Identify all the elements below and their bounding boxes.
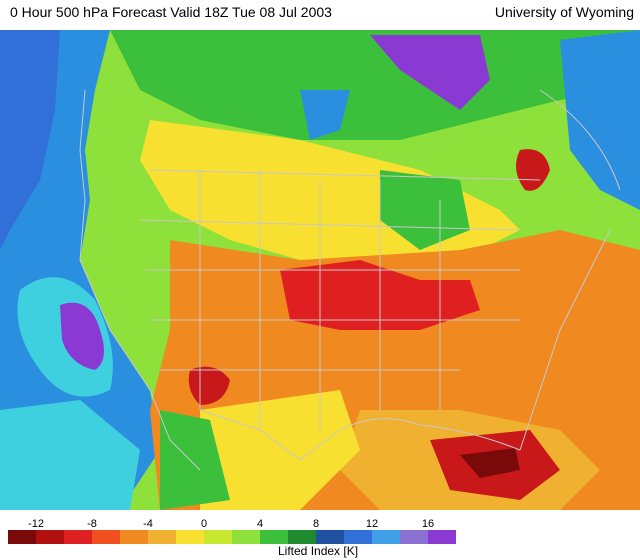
- overlay-boundaries: [79, 89, 621, 471]
- legend-swatch: [344, 530, 372, 544]
- field-canada-green: [110, 30, 640, 140]
- legend-swatch: [176, 530, 204, 544]
- state-line-1: [139, 219, 521, 231]
- field-atlantic-blue: [560, 30, 640, 210]
- west-coastline: [79, 89, 201, 471]
- east-coastline: [519, 229, 611, 451]
- legend-swatch: [92, 530, 120, 544]
- legend-tick-label: -12: [28, 518, 44, 530]
- legend-swatch: [400, 530, 428, 544]
- field-canada-high: [370, 35, 490, 110]
- field-mexico-green: [160, 410, 230, 510]
- legend-swatch: [372, 530, 400, 544]
- field-pacific-strong: [60, 302, 104, 370]
- legend-swatch: [428, 530, 456, 544]
- legend-label: Lifted Index [K]: [278, 544, 359, 558]
- legend-swatch: [204, 530, 232, 544]
- legend-color-bar: [8, 530, 456, 544]
- legend-tick-label: -8: [87, 518, 97, 530]
- legend-swatch: [120, 530, 148, 544]
- field-gulf-core: [460, 448, 520, 478]
- canada-east-coast: [539, 89, 621, 191]
- legend-tick-label: 4: [256, 518, 264, 530]
- legend-tick-label: 0: [200, 518, 208, 530]
- legend-swatch: [260, 530, 288, 544]
- header-bar: 0 Hour 500 hPa Forecast Valid 18Z Tue 08…: [0, 0, 640, 30]
- field-pacific-deep: [0, 30, 60, 250]
- us-canada-border: [149, 169, 541, 181]
- legend: -12 -8 -4 0 4 8 12 16 Lifted Index [K]: [0, 510, 640, 560]
- legend-tick-label: 8: [312, 518, 320, 530]
- legend-swatch: [64, 530, 92, 544]
- legend-swatch: [36, 530, 64, 544]
- field-south-pacific: [0, 400, 140, 510]
- legend-tick-label: -4: [143, 518, 153, 530]
- field-lakes-green: [380, 170, 470, 250]
- field-southwest-hot: [188, 366, 230, 405]
- lifted-index-map: [0, 30, 640, 510]
- field-northeast-hot: [516, 149, 550, 191]
- map-title: 0 Hour 500 hPa Forecast Valid 18Z Tue 08…: [10, 4, 332, 20]
- field-hudson-blue: [300, 90, 350, 140]
- legend-swatch: [288, 530, 316, 544]
- legend-swatch: [232, 530, 260, 544]
- legend-swatch: [148, 530, 176, 544]
- legend-tick-label: 12: [365, 518, 379, 530]
- gulf-coastline: [339, 418, 521, 451]
- legend-tick-label: 16: [421, 518, 435, 530]
- legend-swatch: [8, 530, 36, 544]
- legend-swatch: [316, 530, 344, 544]
- map-canvas: [0, 30, 640, 510]
- us-mexico-border: [199, 409, 341, 461]
- source-credit: University of Wyoming: [494, 4, 634, 20]
